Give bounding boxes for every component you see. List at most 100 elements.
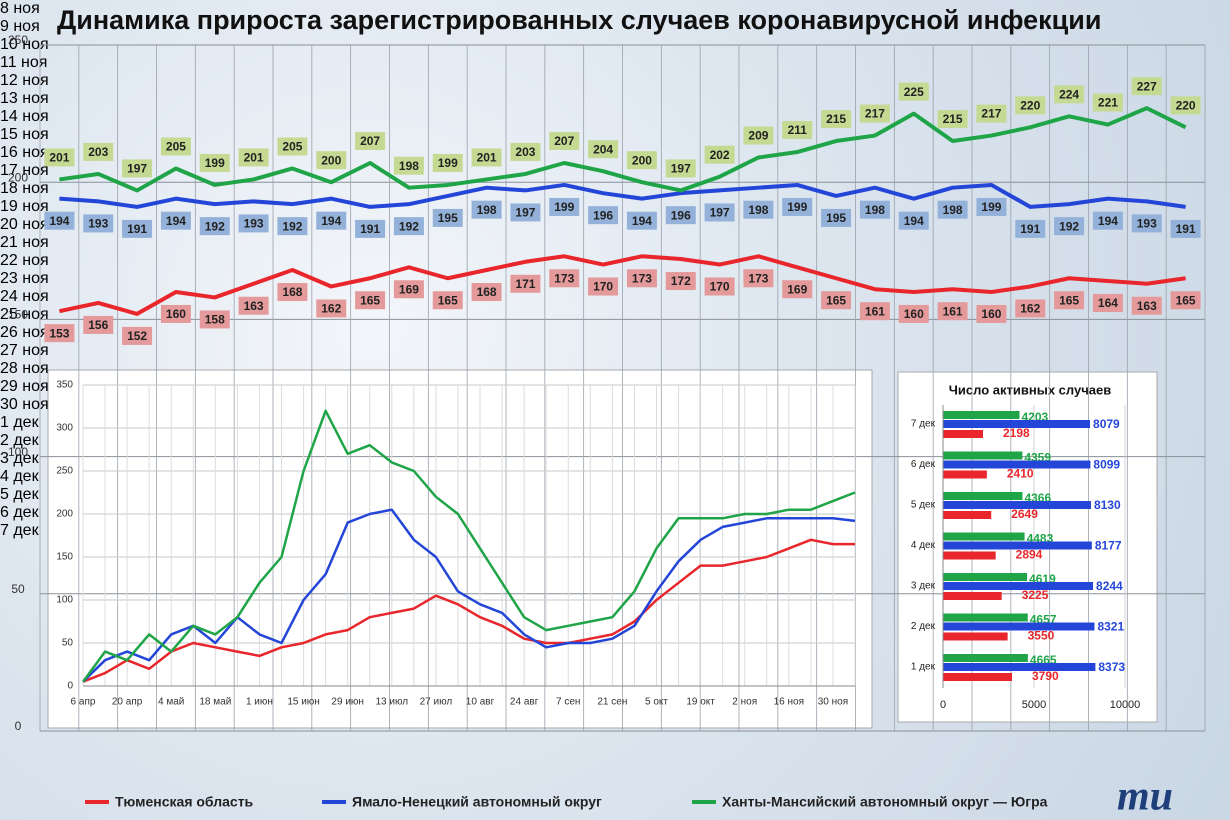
series-line: [59, 254, 1186, 316]
data-label-bg: [821, 291, 852, 310]
y-tick-label: 50: [62, 638, 74, 649]
data-label-bg: [1131, 77, 1162, 96]
data-label: 225: [904, 85, 924, 99]
bar: [943, 511, 992, 519]
data-label: 205: [282, 140, 302, 154]
data-label: 163: [244, 299, 264, 313]
data-label: 197: [127, 162, 147, 176]
data-label-bg: [1054, 217, 1085, 236]
data-label: 194: [321, 214, 341, 228]
x-tick-label: 27 июл: [420, 697, 453, 708]
x-tick-label: 1 дек: [0, 414, 39, 431]
data-label: 152: [127, 329, 147, 343]
data-label: 201: [477, 151, 497, 165]
data-label: 165: [360, 293, 380, 307]
x-tick-label: 19 ноя: [0, 198, 49, 215]
x-tick-label: 14 ноя: [0, 108, 49, 125]
data-label: 215: [943, 112, 963, 126]
bar: [943, 573, 1028, 581]
data-label-bg: [976, 304, 1007, 323]
data-label-bg: [393, 217, 424, 236]
x-tick-label: 4 май: [158, 697, 184, 708]
data-label: 168: [282, 285, 302, 299]
data-label-bg: [898, 304, 929, 323]
data-label-bg: [937, 302, 968, 321]
bar: [943, 411, 1020, 419]
data-label-bg: [743, 126, 774, 145]
data-label: 203: [88, 145, 108, 159]
data-label-bg: [782, 197, 813, 216]
x-tick-label: 16 ноя: [774, 697, 804, 708]
data-label: 194: [632, 214, 652, 228]
data-label-bg: [316, 299, 347, 318]
data-label: 171: [515, 277, 535, 291]
y-tick-label: 2 дек: [911, 621, 936, 632]
x-tick-label: 15 июн: [287, 697, 320, 708]
data-label: 227: [1137, 79, 1157, 93]
x-tick-label: 27 ноя: [0, 342, 49, 359]
x-tick-label: 22 ноя: [0, 252, 49, 269]
data-label: 3790: [1032, 669, 1059, 683]
data-label: 8079: [1093, 417, 1120, 431]
data-label-bg: [1054, 291, 1085, 310]
data-label-bg: [471, 200, 502, 219]
data-label-bg: [859, 104, 890, 123]
data-label: 3225: [1022, 588, 1049, 602]
data-label-bg: [588, 140, 619, 159]
data-label-bg: [199, 153, 230, 172]
y-tick-label: 250: [56, 466, 73, 477]
bar: [943, 532, 1025, 541]
bar: [943, 582, 1094, 590]
legend-label: Ямало-Ненецкий автономный округ: [352, 794, 602, 810]
data-label-bg: [549, 269, 580, 288]
data-label-bg: [432, 153, 463, 172]
data-label-bg: [976, 104, 1007, 123]
data-label: 165: [826, 293, 846, 307]
data-label-bg: [704, 203, 735, 222]
data-label: 205: [166, 140, 186, 154]
data-label: 191: [1020, 222, 1040, 236]
y-tick-label: 50: [11, 582, 25, 596]
data-label: 196: [593, 208, 613, 222]
x-tick-label: 10000: [1110, 699, 1141, 711]
data-label-bg: [83, 315, 114, 334]
y-tick-label: 150: [8, 308, 28, 322]
y-tick-label: 350: [56, 380, 73, 391]
data-label: 194: [1098, 214, 1118, 228]
data-label-bg: [199, 310, 230, 329]
x-tick-label: 21 ноя: [0, 234, 49, 251]
data-label-bg: [782, 121, 813, 140]
data-label: 8177: [1095, 539, 1122, 553]
data-label-bg: [859, 302, 890, 321]
x-tick-label: 0: [940, 699, 946, 711]
bar: [943, 470, 987, 479]
data-label-bg: [898, 82, 929, 101]
data-label: 2894: [1016, 548, 1043, 562]
data-label: 203: [515, 145, 535, 159]
data-label-bg: [393, 156, 424, 175]
data-label: 197: [671, 162, 691, 176]
data-label-bg: [510, 203, 541, 222]
data-label-bg: [1015, 299, 1046, 318]
data-label: 169: [787, 282, 807, 296]
data-label-bg: [1015, 96, 1046, 115]
data-label: 192: [205, 219, 225, 233]
x-tick-label: 6 апр: [71, 697, 96, 708]
data-label-bg: [83, 214, 114, 233]
data-label: 198: [865, 203, 885, 217]
y-tick-label: 5 дек: [911, 500, 936, 511]
data-label: 3550: [1028, 629, 1055, 643]
data-label: 173: [632, 271, 652, 285]
data-label-bg: [782, 280, 813, 299]
series-line: [82, 508, 856, 683]
data-label-bg: [44, 211, 75, 230]
data-label: 153: [49, 326, 69, 340]
data-label: 173: [748, 271, 768, 285]
x-tick-label: 2 дек: [0, 432, 39, 449]
data-label: 160: [166, 307, 186, 321]
data-label-bg: [626, 211, 657, 230]
bar: [943, 501, 1091, 509]
bar: [943, 622, 1095, 631]
data-label-bg: [432, 291, 463, 310]
